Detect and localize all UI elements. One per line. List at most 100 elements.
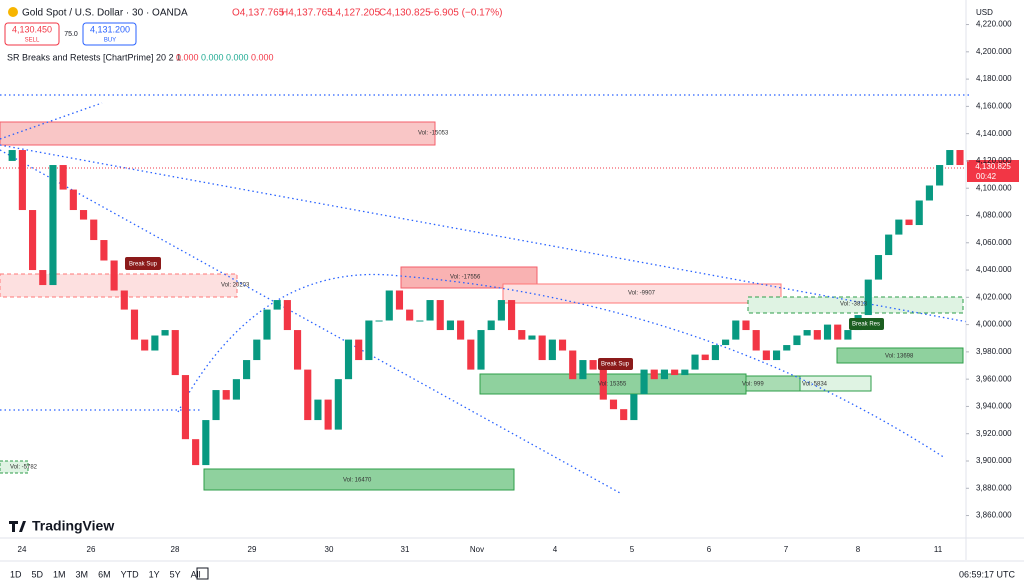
sell-button[interactable] — [4, 22, 60, 46]
candle-body — [59, 165, 67, 190]
range-button[interactable]: YTD — [121, 569, 140, 579]
candle-body — [467, 339, 475, 370]
range-button[interactable]: 1M — [53, 569, 66, 579]
candle-body — [834, 324, 842, 340]
candle-body — [243, 360, 251, 380]
vol-label: Vol: 999 — [742, 382, 764, 388]
y-tick-label: 4,020.000 — [976, 292, 1012, 301]
x-tick-label: 4 — [553, 545, 558, 554]
y-tick-label: 3,900.000 — [976, 456, 1012, 465]
range-button[interactable]: 5Y — [170, 569, 181, 579]
candle-body — [742, 320, 750, 331]
candle-body — [110, 260, 118, 291]
buy-button[interactable] — [82, 22, 137, 46]
range-button[interactable]: All — [191, 569, 201, 579]
range-button[interactable]: 5D — [32, 569, 44, 579]
candle-body — [732, 320, 740, 340]
candle-body — [803, 330, 811, 336]
range-button[interactable]: 6M — [98, 569, 111, 579]
vol-label: Vol: -17556 — [450, 275, 481, 281]
clock: 06:59:17 UTC — [959, 569, 1016, 579]
candle-body — [446, 320, 454, 331]
indicator-value: 0.000 — [251, 52, 274, 62]
symbol[interactable]: Gold Spot / U.S. Dollar · 30 · OANDA — [22, 8, 188, 19]
price-label: 4,130.825 — [975, 162, 1011, 171]
candle-body — [395, 290, 404, 310]
candle-body — [324, 399, 332, 430]
candle-body — [151, 335, 159, 351]
y-tick-label: 4,200.000 — [976, 47, 1012, 56]
candle-body — [538, 335, 546, 361]
candle-body — [620, 409, 628, 421]
ohlc: O4,137.765 — [232, 8, 285, 19]
x-tick-label: Nov — [470, 545, 484, 554]
candle-body — [701, 354, 709, 361]
candle-body — [813, 330, 821, 340]
break-label: Break Res — [852, 322, 880, 328]
candle-body — [355, 339, 363, 361]
y-tick-label: 4,140.000 — [976, 129, 1012, 138]
price-tag — [967, 160, 1019, 182]
vol-label: Vol: -5782 — [10, 465, 38, 471]
indicator-value: 0.000 — [226, 52, 249, 62]
candle-body — [253, 339, 261, 361]
candle-body — [895, 219, 903, 235]
candle-body — [925, 185, 933, 201]
candle-body — [334, 379, 342, 430]
candle-body — [558, 339, 567, 351]
candle-body — [161, 330, 169, 336]
range-button[interactable]: 1D — [10, 569, 22, 579]
candle-body — [436, 300, 444, 331]
sell-price: 4,130.450 — [12, 24, 52, 34]
candle-body — [793, 335, 801, 346]
candle-body — [8, 150, 16, 161]
candle-body — [915, 200, 923, 226]
candle-body — [579, 360, 587, 380]
date-range-icon[interactable] — [196, 567, 209, 580]
range-button[interactable]: 1Y — [149, 569, 160, 579]
candle-body — [426, 300, 434, 321]
candle-body — [772, 350, 781, 361]
logo-mark — [9, 521, 26, 532]
zone — [747, 296, 964, 314]
ohlc: C4,130.825 — [379, 8, 431, 19]
x-tick-label: 31 — [401, 545, 410, 554]
candles — [8, 150, 964, 466]
y-tick-label: 4,180.000 — [976, 74, 1012, 83]
candle-body — [171, 330, 179, 376]
zone — [836, 347, 964, 364]
y-tick-label: 4,160.000 — [976, 101, 1012, 110]
candle-body — [487, 320, 495, 331]
break-tag — [125, 257, 161, 270]
candle-body — [936, 165, 944, 186]
candle-body — [762, 350, 770, 361]
candle-body — [569, 350, 577, 380]
zone — [0, 460, 29, 474]
candle-body — [905, 219, 913, 226]
candle-body — [18, 150, 26, 211]
symbol-icon — [8, 7, 18, 17]
logo: TradingView — [32, 518, 114, 534]
x-tick-label: 6 — [707, 545, 712, 554]
candle-body — [722, 339, 730, 346]
candle-body — [232, 379, 240, 400]
trend-arc — [177, 273, 946, 459]
zone — [502, 283, 782, 304]
candle-body — [589, 360, 597, 370]
indicator-name[interactable]: SR Breaks and Retests [ChartPrime] 20 2 … — [7, 52, 181, 62]
candle-body — [181, 375, 190, 440]
candle-body — [528, 335, 536, 340]
candle-body — [293, 330, 302, 370]
candle-body — [650, 369, 658, 380]
candle-body — [202, 420, 210, 466]
candle-body — [212, 390, 220, 421]
candle-body — [406, 309, 414, 321]
range-button[interactable]: 3M — [76, 569, 89, 579]
x-tick-label: 5 — [630, 545, 635, 554]
vol-label: Vol: -9907 — [628, 291, 656, 297]
buy-price: 4,131.200 — [90, 24, 130, 34]
zones — [0, 121, 964, 491]
x-tick-label: 8 — [856, 545, 861, 554]
y-tick-label: 4,060.000 — [976, 238, 1012, 247]
